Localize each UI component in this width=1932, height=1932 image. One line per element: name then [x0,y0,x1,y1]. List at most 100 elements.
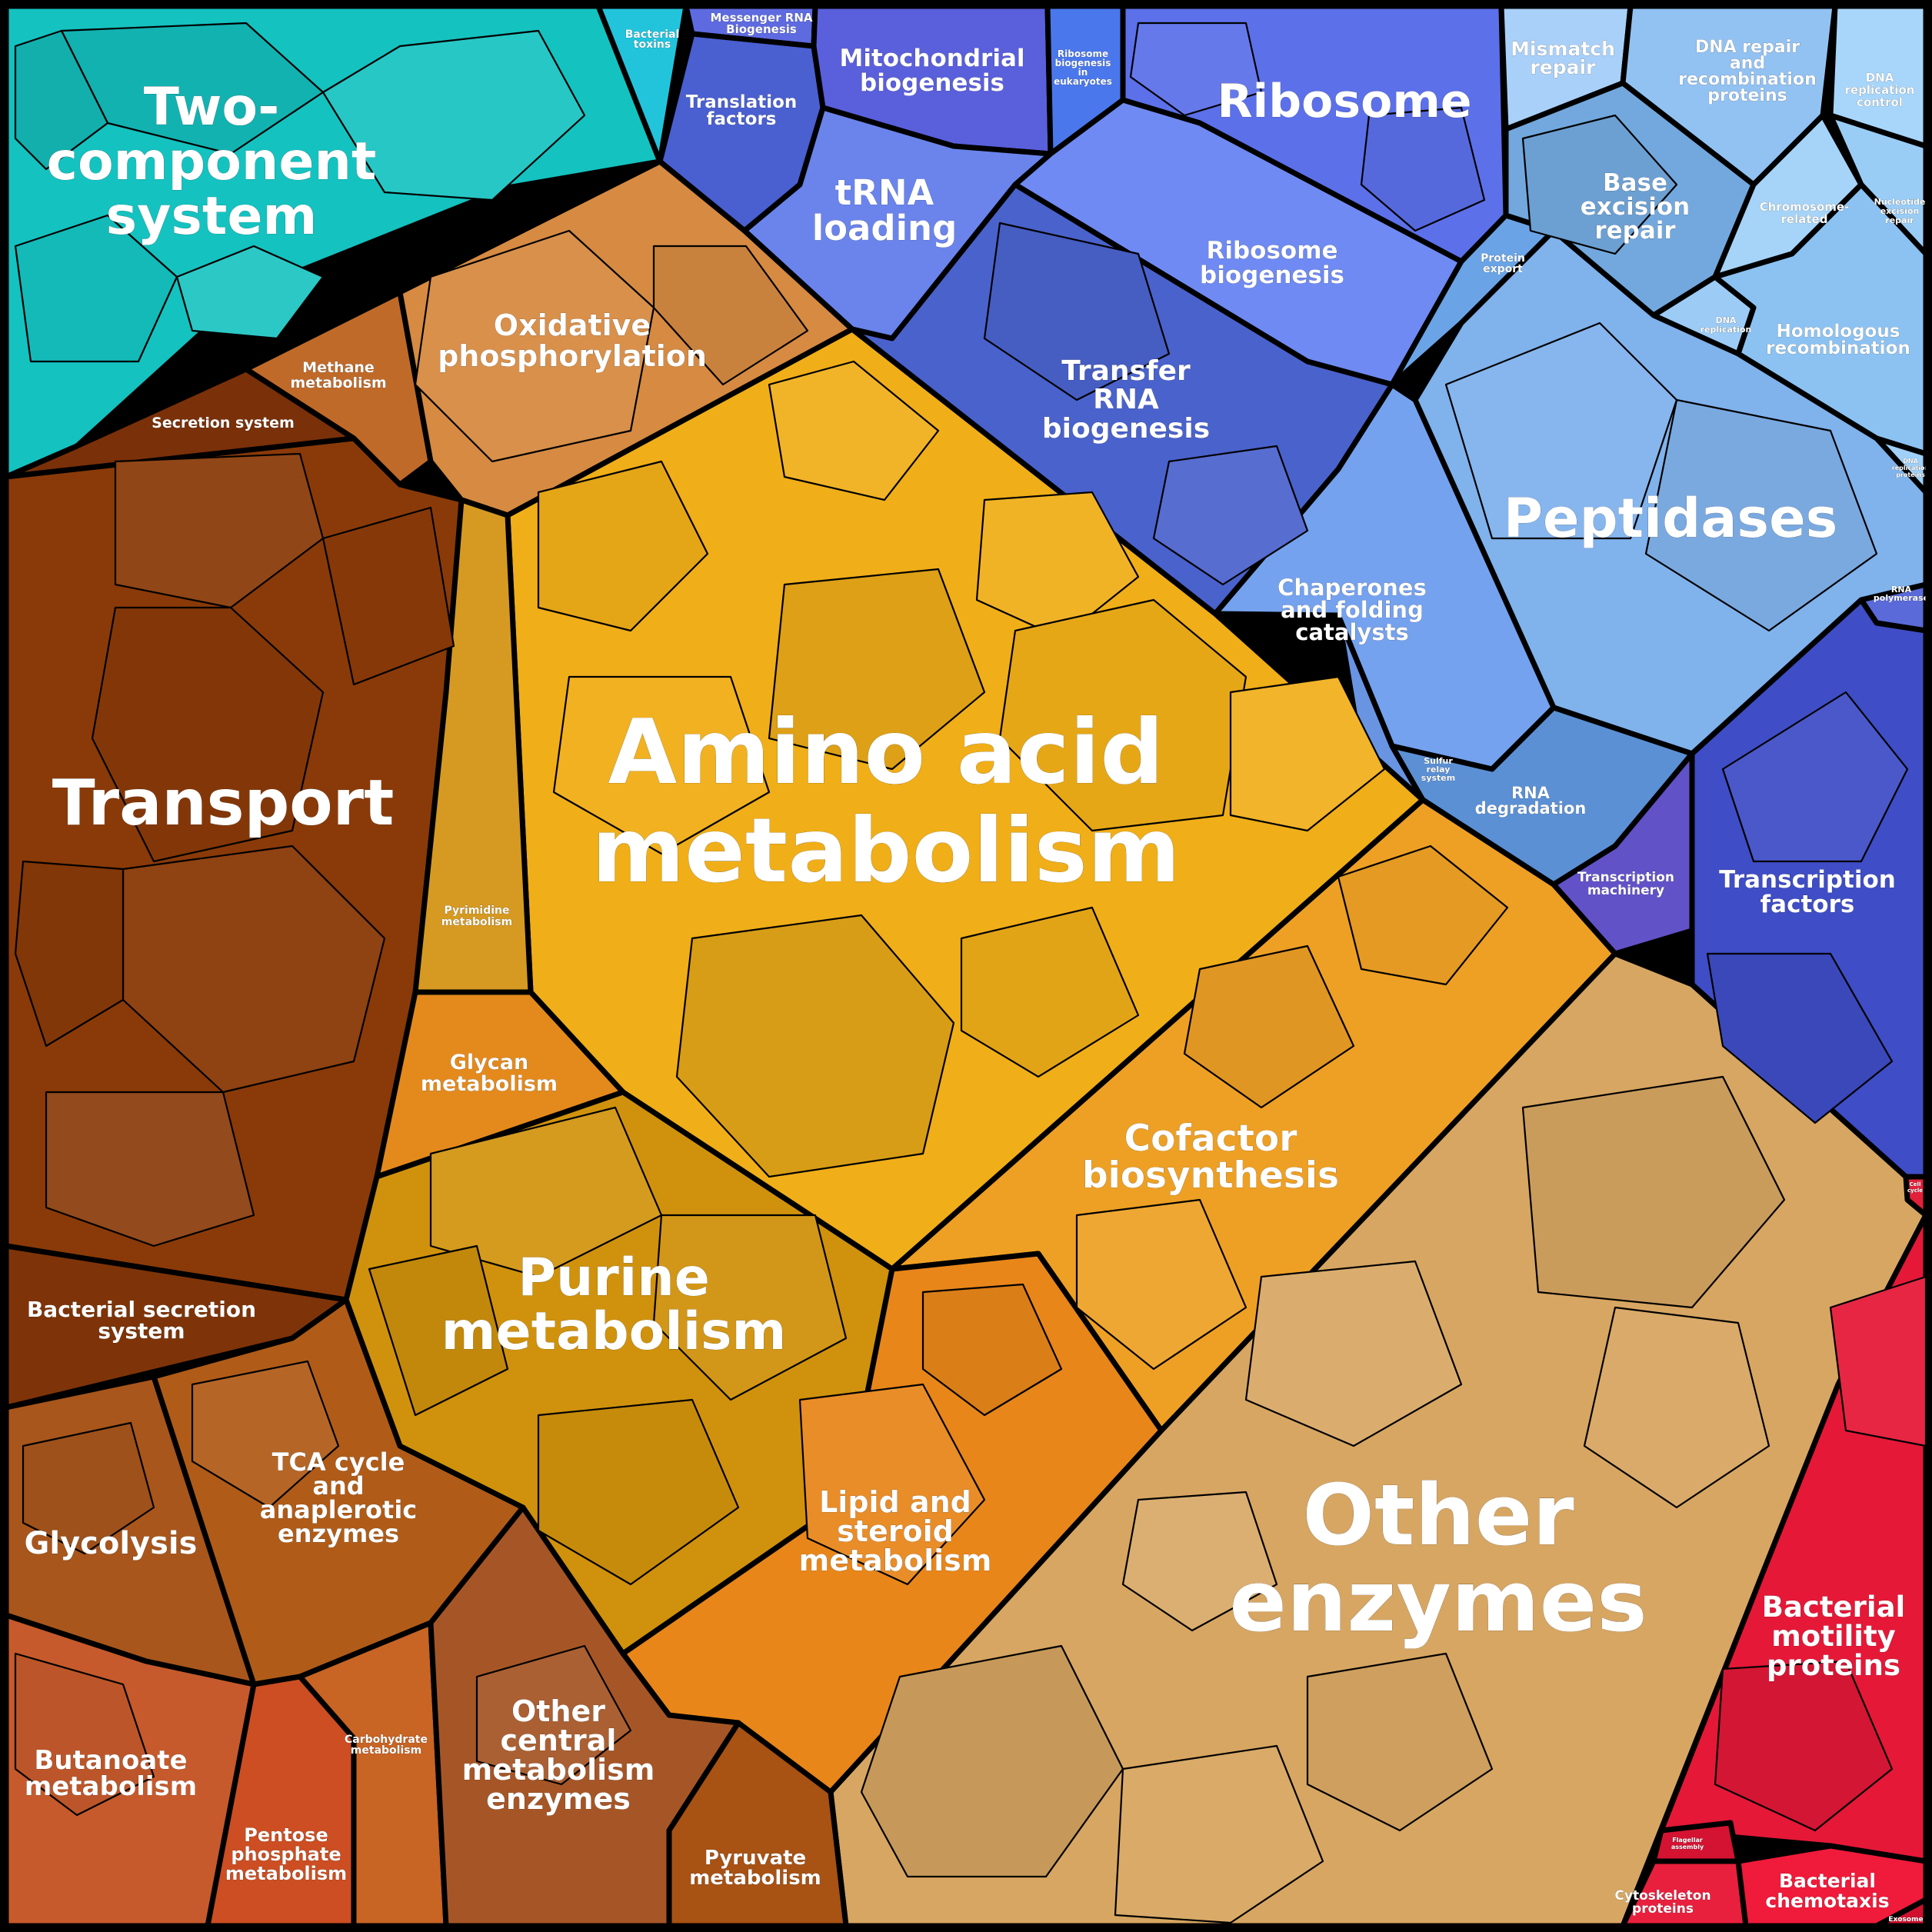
protein-cell[interactable] [175,245,325,340]
protein-cell[interactable] [1360,106,1486,232]
label-cytoskeleton-1: Cytoskeleton [1614,1888,1710,1904]
label-chemotaxis-1: Bacterial [1779,1870,1876,1892]
label-other-central-3: metabolism [462,1753,655,1787]
protein-cell[interactable] [1521,1075,1786,1309]
label-flagellar-2: assembly [1671,1844,1704,1850]
protein-cell[interactable] [1714,1660,1894,1832]
label-dna-rep-prot-3: proteins [1896,471,1925,478]
label-nucl-exc-2: excision [1880,206,1920,216]
label-pyruvate-2: metabolism [689,1867,821,1890]
protein-cell[interactable] [1337,844,1509,986]
protein-cell[interactable] [1121,1491,1278,1632]
label-cytoskeleton-2: proteins [1632,1901,1694,1917]
label-cell-cycle-1: Cell [1910,1181,1921,1188]
label-glycolysis: Glycolysis [25,1526,198,1561]
label-flagellar-1: Flagellar [1672,1837,1703,1844]
protein-cell[interactable] [1444,321,1678,540]
protein-cell[interactable] [429,1106,663,1278]
label-methane-2: metabolism [290,375,386,391]
protein-cell[interactable] [414,229,655,463]
label-dna-rep-prot-1: DNA [1903,458,1918,465]
protein-cell[interactable] [475,1644,632,1786]
label-cofactor-2: biosynthesis [1082,1154,1339,1197]
label-sulfur-3: system [1421,773,1455,783]
label-cofactor-1: Cofactor [1124,1118,1298,1160]
protein-cell[interactable] [1644,398,1878,632]
label-tca-1: TCA cycle [272,1447,405,1477]
protein-cell[interactable] [1244,1260,1463,1447]
label-rna-deg-1: RNA [1511,784,1551,802]
label-other-enz-2: enzymes [1229,1552,1647,1651]
protein-cell[interactable] [22,1421,155,1555]
protein-cell[interactable] [1306,1652,1494,1832]
label-trans-mach-1: Transcription [1577,870,1674,885]
protein-cell[interactable] [321,506,455,686]
protein-cell[interactable] [1829,1275,1927,1447]
protein-cell[interactable] [798,1383,986,1586]
protein-cell[interactable] [1114,1744,1324,1924]
label-homologous-2: recombination [1766,338,1910,358]
protein-cell[interactable] [768,360,940,501]
protein-cell[interactable] [675,914,955,1178]
protein-cell[interactable] [1075,1198,1247,1371]
protein-cell[interactable] [1229,675,1386,832]
label-butanoate-1: Butanoate [34,1745,187,1776]
label-pentose-3: metabolism [225,1863,347,1884]
label-ribo-bio-1: Ribosome [1206,237,1337,265]
protein-cell[interactable] [652,245,809,386]
label-bacterial-toxins-1: Bacterial [625,28,680,41]
protein-cell[interactable] [983,222,1171,401]
protein-cell[interactable] [114,452,325,609]
protein-cell[interactable] [975,491,1140,640]
label-pentose-1: Pentose [244,1824,328,1846]
label-transfer-rna-3: biogenesis [1042,413,1210,445]
protein-cell[interactable] [1706,952,1894,1124]
protein-cell[interactable] [368,1244,509,1417]
protein-cell[interactable] [537,1398,740,1586]
protein-cell[interactable] [537,460,709,632]
label-bact-sec-1: Bacterial secretion [27,1297,256,1322]
protein-cell[interactable] [1129,22,1263,117]
protein-cell[interactable] [91,606,325,863]
label-pyruvate-1: Pyruvate [705,1847,806,1870]
label-trans-fact-2: factors [1760,891,1855,918]
label-dna-rep-ctrl-2: replication [1845,83,1915,97]
region-pyruvate-metabolism[interactable] [666,1720,849,1929]
label-rna-deg-2: degradation [1475,799,1587,818]
protein-cell[interactable] [1152,445,1309,586]
label-ribosome: Ribosome [1217,75,1471,128]
label-bacterial-toxins-2: toxins [634,38,671,51]
protein-cell[interactable] [14,29,109,171]
protein-cell[interactable] [14,214,178,363]
protein-cell[interactable] [1721,691,1909,863]
protein-cell[interactable] [1583,1306,1770,1509]
protein-cell[interactable] [998,598,1247,832]
label-other-enz-1: Other [1302,1466,1574,1564]
label-dna-rep-ctrl-1: DNA [1866,71,1894,85]
label-dna-repair-3: recombination [1678,70,1816,89]
label-other-central-2: central [501,1724,617,1757]
label-lipid-3: metabolism [799,1544,992,1577]
label-purine-2: metabolism [441,1301,787,1362]
protein-cell[interactable] [1521,114,1678,255]
label-trna-1: tRNA [835,172,934,213]
protein-cell[interactable] [45,1091,255,1247]
protein-cell[interactable] [14,860,125,1048]
protein-cell[interactable] [921,1283,1063,1417]
label-two-component-2: component [47,132,377,192]
label-dna-rep-ctrl-3: control [1857,95,1903,109]
protein-cell[interactable] [860,1644,1124,1878]
protein-cell[interactable] [321,29,586,202]
label-methane-1: Methane [302,359,375,376]
protein-cell[interactable] [191,1360,340,1509]
protein-cell[interactable] [652,1214,848,1401]
label-cell-cycle-2: cycle [1907,1188,1923,1194]
protein-cell[interactable] [552,675,771,855]
protein-cell[interactable] [960,906,1140,1078]
label-ribo-euk-2: biogenesis [1055,58,1111,68]
protein-cell[interactable] [768,568,986,771]
label-translation-1: Translation [686,92,798,112]
protein-cell[interactable] [14,1652,155,1817]
label-ribo-bio-2: biogenesis [1200,261,1344,289]
protein-cell[interactable] [1183,944,1355,1109]
